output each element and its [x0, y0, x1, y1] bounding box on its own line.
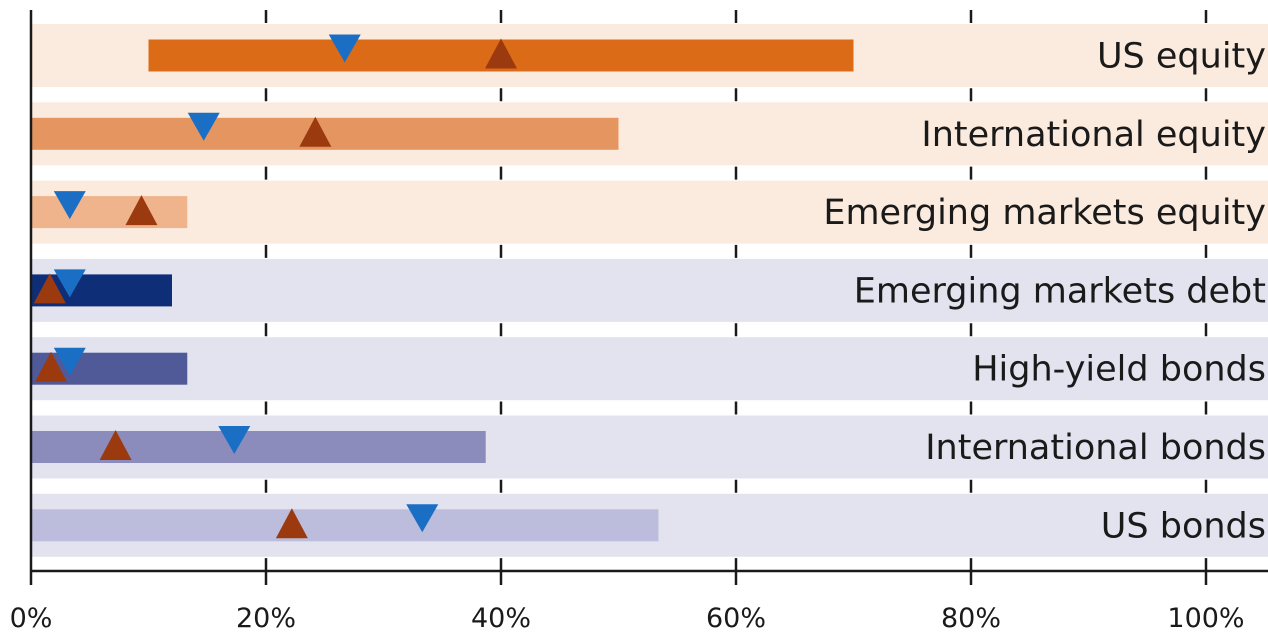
- category-label: International bonds: [925, 428, 1266, 468]
- x-tick-label: 20%: [236, 603, 296, 634]
- down-triangle-marker: [53, 347, 86, 376]
- category-labels: US equity International equity Emerging ma…: [823, 37, 1266, 547]
- down-triangle-marker: [406, 504, 439, 533]
- down-triangle-marker: [53, 191, 86, 220]
- markers: [33, 34, 517, 539]
- up-triangle-marker: [99, 430, 132, 460]
- down-triangle-marker: [187, 112, 220, 141]
- range-bar: [31, 509, 659, 542]
- x-tick-label: 0%: [10, 603, 53, 634]
- x-tick-label: 100%: [1167, 603, 1244, 634]
- category-label: High-yield bonds: [972, 350, 1266, 390]
- category-label: Emerging markets debt: [854, 271, 1266, 311]
- up-triangle-marker: [33, 273, 66, 304]
- category-band: [31, 258, 1268, 322]
- category-label: Emerging markets equity: [823, 193, 1266, 233]
- x-tick-label: 80%: [941, 603, 1001, 634]
- x-axis: 0% 20% 40% 60% 80% 100%: [10, 10, 1268, 634]
- up-triangle-marker: [299, 116, 332, 147]
- category-label: International equity: [921, 115, 1266, 155]
- up-triangle-marker: [485, 38, 517, 69]
- up-triangle-marker: [34, 351, 67, 382]
- range-bar: [31, 431, 486, 463]
- down-triangle-marker: [218, 426, 251, 454]
- up-triangle-marker: [275, 508, 308, 539]
- x-tick-label: 40%: [471, 603, 531, 634]
- down-triangle-marker: [328, 34, 361, 63]
- category-band: [31, 180, 1268, 244]
- up-triangle-marker: [125, 195, 158, 226]
- category-bands: [31, 24, 1268, 557]
- category-label: US equity: [1097, 37, 1266, 77]
- down-triangle-marker: [53, 269, 86, 298]
- category-label: US bonds: [1101, 506, 1266, 546]
- range-bar: [31, 196, 188, 229]
- x-tick-label: 60%: [706, 603, 766, 634]
- category-band: [31, 337, 1268, 401]
